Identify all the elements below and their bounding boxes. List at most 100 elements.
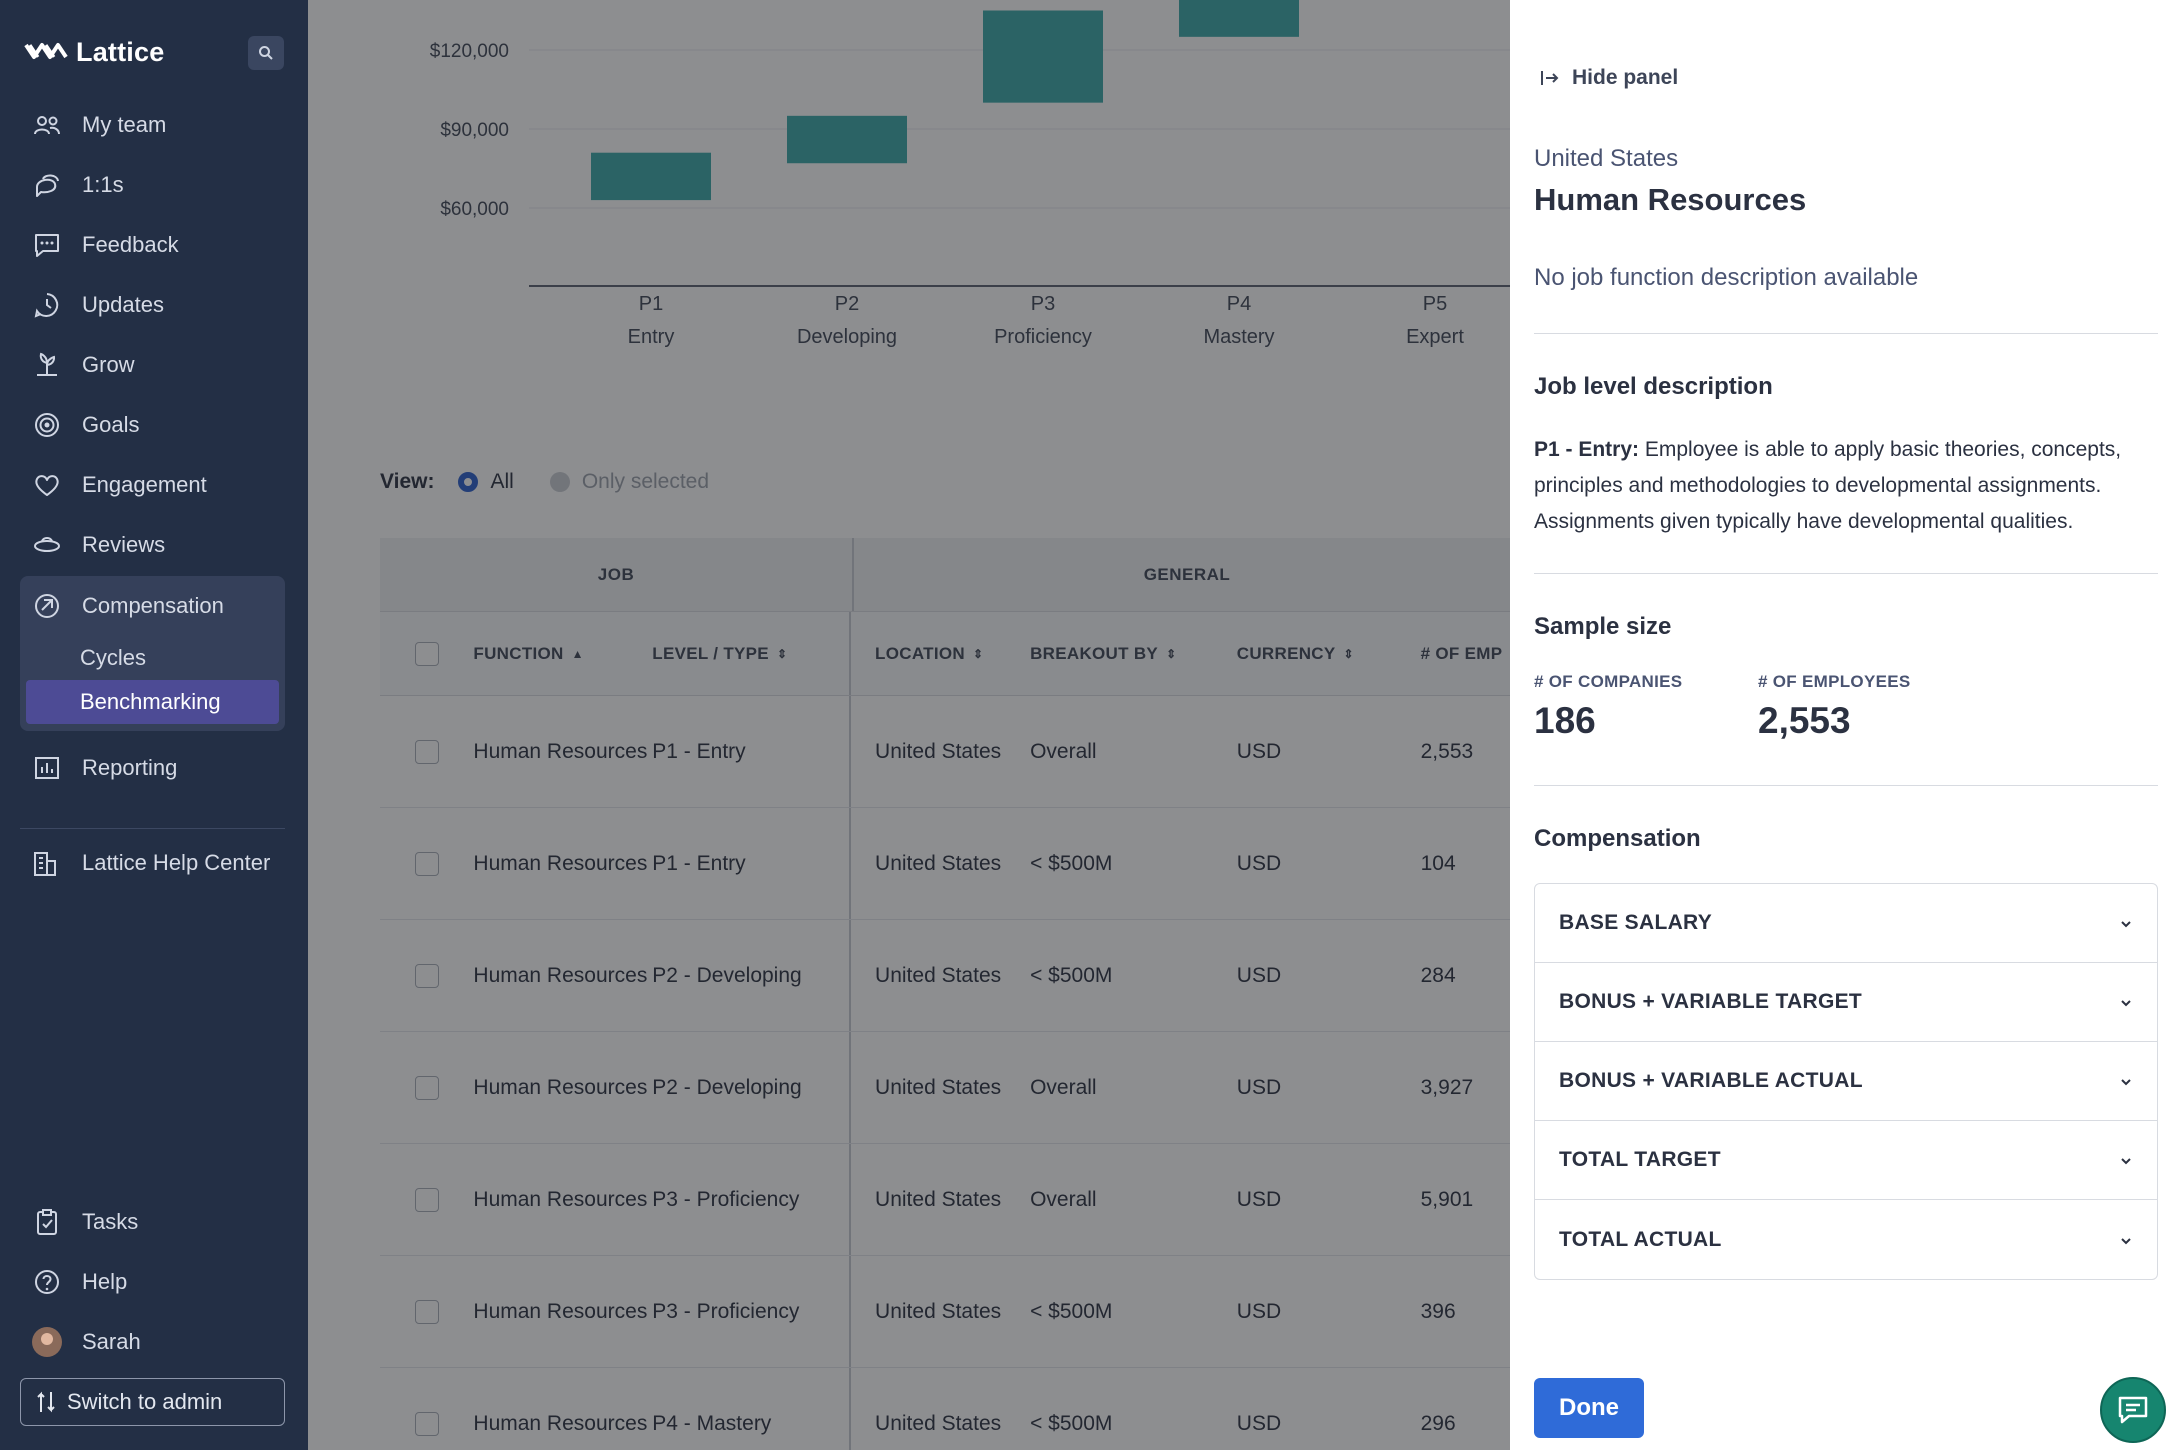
nav-goals[interactable]: Goals xyxy=(20,395,285,455)
chevron-down-icon xyxy=(2119,1069,2133,1093)
user-name: Sarah xyxy=(82,1329,141,1354)
nav-help-center[interactable]: Lattice Help Center xyxy=(32,848,282,886)
nav-feedback[interactable]: Feedback xyxy=(20,215,285,275)
compensation-accordion: BASE SALARY BONUS + VARIABLE TARGET BONU… xyxy=(1534,883,2158,1280)
panel-function-description: No job function description available xyxy=(1534,264,1919,291)
nav-updates[interactable]: Updates xyxy=(20,275,285,335)
chevron-down-icon xyxy=(2119,1228,2133,1252)
nav-help[interactable]: Help xyxy=(20,1252,285,1312)
nav-label: Updates xyxy=(82,292,164,317)
search-icon xyxy=(259,46,273,60)
grow-icon xyxy=(32,350,62,380)
nav-label: Feedback xyxy=(82,232,179,257)
accordion-total-actual[interactable]: TOTAL ACTUAL xyxy=(1535,1200,2157,1279)
target-icon xyxy=(32,410,62,440)
sample-size-heading: Sample size xyxy=(1534,613,1672,640)
switch-to-admin-button[interactable]: Switch to admin xyxy=(20,1378,285,1426)
help-icon xyxy=(32,1267,62,1297)
avatar xyxy=(32,1327,62,1357)
compensation-icon xyxy=(32,591,62,621)
search-button[interactable] xyxy=(248,36,284,70)
nav-engagement[interactable]: Engagement xyxy=(20,455,285,515)
clipboard-icon xyxy=(32,1207,62,1237)
nav-label: Help xyxy=(82,1269,128,1294)
collapse-right-icon xyxy=(1540,69,1560,87)
nav-label: Tasks xyxy=(82,1209,139,1234)
modal-backdrop[interactable] xyxy=(308,0,1510,1450)
nav-my-team[interactable]: My team xyxy=(20,95,285,155)
accordion-total-target[interactable]: TOTAL TARGET xyxy=(1535,1121,2157,1200)
panel-country: United States xyxy=(1534,145,1679,172)
nav-label: My team xyxy=(82,112,167,137)
nav-reporting[interactable]: Reporting xyxy=(20,738,285,798)
help-center-label: Lattice Help Center xyxy=(82,850,271,875)
companies-label: # OF COMPANIES xyxy=(1534,672,1683,691)
panel-divider xyxy=(1534,573,2158,574)
chevron-down-icon xyxy=(2119,1148,2133,1172)
reviews-icon xyxy=(32,530,62,560)
nav-label: Reviews xyxy=(82,532,166,557)
chevron-down-icon xyxy=(2119,990,2133,1014)
nav-label: Grow xyxy=(82,352,135,377)
accordion-base-salary[interactable]: BASE SALARY xyxy=(1535,884,2157,963)
sidebar-divider xyxy=(20,828,285,829)
bottom-nav: Tasks Help Sarah xyxy=(20,1192,285,1372)
sidebar: Lattice My team 1:1s Feedback xyxy=(0,0,308,1450)
nav-cycles[interactable]: Cycles xyxy=(80,645,147,670)
accordion-label: BASE SALARY xyxy=(1559,911,1713,934)
employees-stat: # OF EMPLOYEES 2,553 xyxy=(1758,672,1911,742)
level-desc-body: Employee is able to apply basic theories… xyxy=(1534,438,2122,533)
main-nav: My team 1:1s Feedback Updates Grow xyxy=(20,95,285,575)
nav-user-profile[interactable]: Sarah xyxy=(20,1312,285,1372)
panel-function-title: Human Resources xyxy=(1534,182,1807,217)
nav-benchmarking[interactable]: Benchmarking xyxy=(26,680,279,724)
compensation-heading: Compensation xyxy=(1534,825,1701,852)
heart-icon xyxy=(32,470,62,500)
nav-tasks[interactable]: Tasks xyxy=(20,1192,285,1252)
hide-panel-button[interactable]: Hide panel xyxy=(1540,66,1678,90)
team-icon xyxy=(32,110,62,140)
nav-reviews[interactable]: Reviews xyxy=(20,515,285,575)
job-level-description: P1 - Entry: Employee is able to apply ba… xyxy=(1534,432,2162,540)
job-level-heading: Job level description xyxy=(1534,373,1773,400)
accordion-label: BONUS + VARIABLE TARGET xyxy=(1559,990,1863,1013)
compensation-group: Compensation Cycles Benchmarking xyxy=(20,576,285,731)
nav-grow[interactable]: Grow xyxy=(20,335,285,395)
switch-admin-label: Switch to admin xyxy=(67,1389,223,1414)
details-panel: Hide panel United States Human Resources… xyxy=(1510,0,2176,1450)
accordion-label: BONUS + VARIABLE ACTUAL xyxy=(1559,1069,1863,1092)
companies-stat: # OF COMPANIES 186 xyxy=(1534,672,1682,742)
nav-label: Compensation xyxy=(82,593,224,618)
switch-icon xyxy=(35,1390,57,1414)
nav-label: Goals xyxy=(82,412,140,437)
nav-label: 1:1s xyxy=(82,172,124,197)
employees-value: 2,553 xyxy=(1758,700,1851,741)
employees-label: # OF EMPLOYEES xyxy=(1758,672,1911,691)
level-desc-title: P1 - Entry: xyxy=(1534,438,1640,461)
companies-value: 186 xyxy=(1534,700,1596,741)
lattice-logo-icon xyxy=(24,38,68,66)
panel-divider xyxy=(1534,785,2158,786)
bar-chart-icon xyxy=(32,753,62,783)
nav-1-1s[interactable]: 1:1s xyxy=(20,155,285,215)
building-icon xyxy=(32,848,62,886)
chevron-down-icon xyxy=(2119,911,2133,935)
panel-divider xyxy=(1534,333,2158,334)
done-button[interactable]: Done xyxy=(1534,1378,1644,1438)
hide-panel-label: Hide panel xyxy=(1572,66,1679,89)
updates-icon xyxy=(32,290,62,320)
brand[interactable]: Lattice xyxy=(24,34,284,70)
nav-compensation[interactable]: Compensation xyxy=(20,576,285,636)
accordion-label: TOTAL ACTUAL xyxy=(1559,1227,1722,1251)
brand-name: Lattice xyxy=(76,36,165,67)
chat-icon xyxy=(2118,1396,2148,1424)
nav-label: Reporting xyxy=(82,755,178,780)
feedback-icon xyxy=(32,230,62,260)
accordion-bonus-variable-actual[interactable]: BONUS + VARIABLE ACTUAL xyxy=(1535,1042,2157,1121)
chat-support-button[interactable] xyxy=(2100,1377,2166,1443)
chat-bubbles-icon xyxy=(32,170,62,200)
secondary-nav: Reporting xyxy=(20,738,285,798)
nav-label: Engagement xyxy=(82,472,207,497)
accordion-label: TOTAL TARGET xyxy=(1559,1148,1721,1171)
accordion-bonus-variable-target[interactable]: BONUS + VARIABLE TARGET xyxy=(1535,963,2157,1042)
